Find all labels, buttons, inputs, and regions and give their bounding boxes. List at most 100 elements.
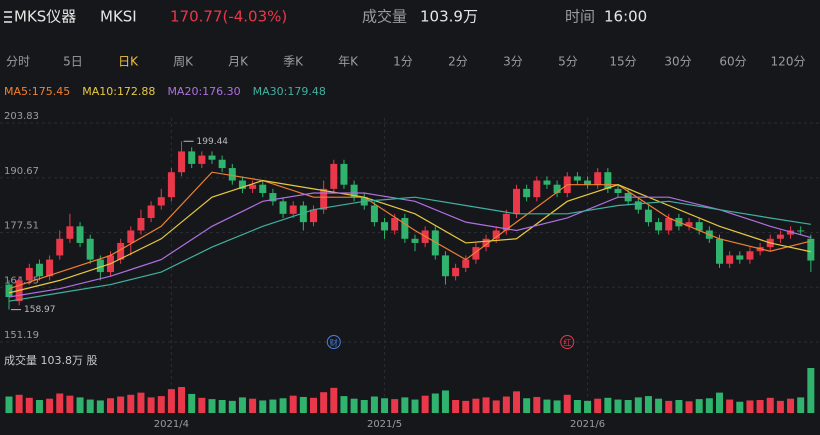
volume-bar <box>401 397 409 413</box>
candle-body <box>665 217 673 231</box>
candle-body <box>147 205 155 218</box>
legend-entry: MA10:172.88 <box>82 85 155 98</box>
time-value: 16:00 <box>604 8 647 26</box>
volume-bar <box>604 397 612 413</box>
candle-body <box>96 259 104 273</box>
volume-bar <box>370 396 378 413</box>
event-marker[interactable] <box>326 335 341 349</box>
candle-body <box>381 222 389 231</box>
x-tick-label: 2021/5 <box>367 419 402 430</box>
volume-bar <box>716 392 723 413</box>
ma-line <box>8 171 811 290</box>
volume-bar <box>513 391 520 413</box>
volume-bar <box>218 399 226 413</box>
volume-bar <box>563 394 571 413</box>
volume-bar <box>492 400 500 413</box>
tab[interactable]: 3分 <box>503 55 523 69</box>
volume-bar <box>502 396 510 413</box>
y-tick-label: 190.67 <box>4 166 39 177</box>
tab[interactable]: 30分 <box>664 55 691 69</box>
candle-body <box>86 238 94 260</box>
volume-bar <box>391 399 399 413</box>
candle-body <box>543 180 551 185</box>
volume-bar <box>523 398 531 413</box>
volume-bar <box>178 386 186 413</box>
volume-bar <box>188 393 196 413</box>
volume-title: 成交量 103.8万 股 <box>4 353 97 367</box>
legend-entry: MA5:175.45 <box>4 85 70 98</box>
volume-bar <box>482 397 490 413</box>
volume-bar <box>289 395 297 413</box>
volume-bar <box>553 400 561 413</box>
candle-body <box>462 259 470 268</box>
time-label: 时间 <box>565 8 595 26</box>
tab[interactable]: 5分 <box>558 55 578 69</box>
volume-bar <box>330 387 338 413</box>
tab[interactable]: 年K <box>338 55 359 69</box>
tab[interactable]: 5日 <box>63 55 83 69</box>
candle-body <box>66 226 74 239</box>
volume-bar <box>208 399 216 413</box>
volume-bar <box>726 399 734 413</box>
tab[interactable]: 15分 <box>609 55 636 69</box>
volume-bar <box>25 397 33 413</box>
x-tick-label: 2021/6 <box>570 419 605 430</box>
tab[interactable]: 120分 <box>771 55 806 69</box>
tab[interactable]: 日K <box>118 55 139 69</box>
candle-body <box>127 230 135 243</box>
volume-bar <box>431 393 439 413</box>
menu-icon[interactable] <box>4 11 12 23</box>
volume-bar <box>269 399 277 413</box>
event-marker[interactable] <box>560 335 575 349</box>
tab[interactable]: 1分 <box>393 55 413 69</box>
volume-bar <box>279 398 287 413</box>
tab[interactable]: 2分 <box>448 55 468 69</box>
candle-body <box>441 255 449 277</box>
volume-bar <box>807 368 815 413</box>
volume-bar <box>127 394 135 413</box>
candle-body <box>634 201 642 210</box>
stock-symbol: MKSI <box>100 8 137 26</box>
stock-price: 170.77(-4.03%) <box>170 8 287 26</box>
volume-bar <box>665 400 673 413</box>
candle-body <box>76 226 84 243</box>
candle-body <box>228 168 236 181</box>
volume-bar <box>787 398 795 413</box>
tab[interactable]: 季K <box>283 55 304 69</box>
volume-bar <box>259 400 267 413</box>
volume-bar <box>299 396 307 413</box>
candle-body <box>188 151 196 164</box>
tab[interactable]: 月K <box>228 55 249 69</box>
candle-body <box>716 238 723 264</box>
volume-bar <box>644 396 652 413</box>
candle-body <box>137 217 145 231</box>
candle-body <box>614 188 622 194</box>
candle-body <box>736 255 744 260</box>
volume-bar <box>117 396 125 413</box>
volume-bar <box>655 398 663 413</box>
candle-body <box>269 193 277 202</box>
volume-bar <box>766 397 774 413</box>
event-label: 红 <box>563 338 571 348</box>
event-label: 财 <box>330 338 338 348</box>
tab[interactable]: 分时 <box>6 55 30 69</box>
volume-bar <box>411 399 419 413</box>
volume-bar <box>472 398 480 413</box>
volume-bar <box>776 400 784 413</box>
candle-body <box>56 238 64 256</box>
candle-body <box>46 259 54 277</box>
candle-body <box>644 209 652 223</box>
volume-bar <box>86 399 94 413</box>
candle-body <box>472 247 480 260</box>
volume-bar <box>543 399 551 413</box>
volume-bar <box>736 401 744 413</box>
candle-body <box>279 201 287 214</box>
volume-bar <box>452 399 460 413</box>
candle-body <box>299 205 307 223</box>
tab[interactable]: 60分 <box>719 55 746 69</box>
candle-body <box>533 180 541 198</box>
volume-bar <box>705 398 713 413</box>
tab[interactable]: 周K <box>173 55 194 69</box>
candle-body <box>523 188 531 198</box>
candle-body <box>726 255 734 264</box>
